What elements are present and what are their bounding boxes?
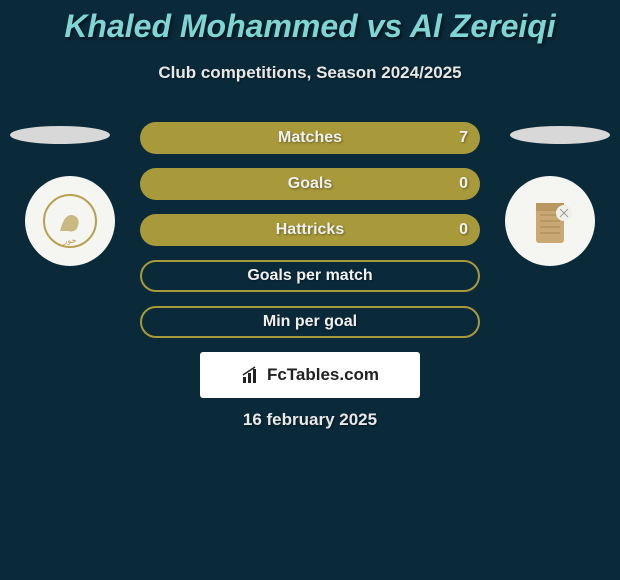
player-right-pedestal [510, 126, 610, 144]
stat-value-right: 7 [459, 129, 468, 147]
stat-label: Goals [288, 175, 332, 193]
chart-icon [241, 365, 261, 385]
svg-text:خور: خور [63, 236, 77, 245]
player-left-pedestal [10, 126, 110, 144]
club-logo-left-icon: خور [40, 191, 100, 251]
stat-bar: Hattricks 0 [140, 214, 480, 246]
stat-bar: Goals per match [140, 260, 480, 292]
brand-text: FcTables.com [267, 365, 379, 385]
player-right-avatar [505, 176, 595, 266]
stat-bar: Min per goal [140, 306, 480, 338]
brand-badge: FcTables.com [200, 352, 420, 398]
stat-label: Hattricks [276, 221, 344, 239]
stat-label: Min per goal [263, 313, 357, 331]
season-subtitle: Club competitions, Season 2024/2025 [0, 63, 620, 83]
stat-label: Matches [278, 129, 342, 147]
player-left-avatar: خور [25, 176, 115, 266]
stat-label: Goals per match [247, 267, 372, 285]
stat-bar: Matches 7 [140, 122, 480, 154]
club-logo-right-icon [520, 191, 580, 251]
stat-value-right: 0 [459, 221, 468, 239]
date-text: 16 february 2025 [0, 410, 620, 430]
comparison-title: Khaled Mohammed vs Al Zereiqi [0, 0, 620, 45]
stats-container: Matches 7 Goals 0 Hattricks 0 Goals per match M… [140, 122, 480, 352]
stat-value-right: 0 [459, 175, 468, 193]
stat-bar: Goals 0 [140, 168, 480, 200]
